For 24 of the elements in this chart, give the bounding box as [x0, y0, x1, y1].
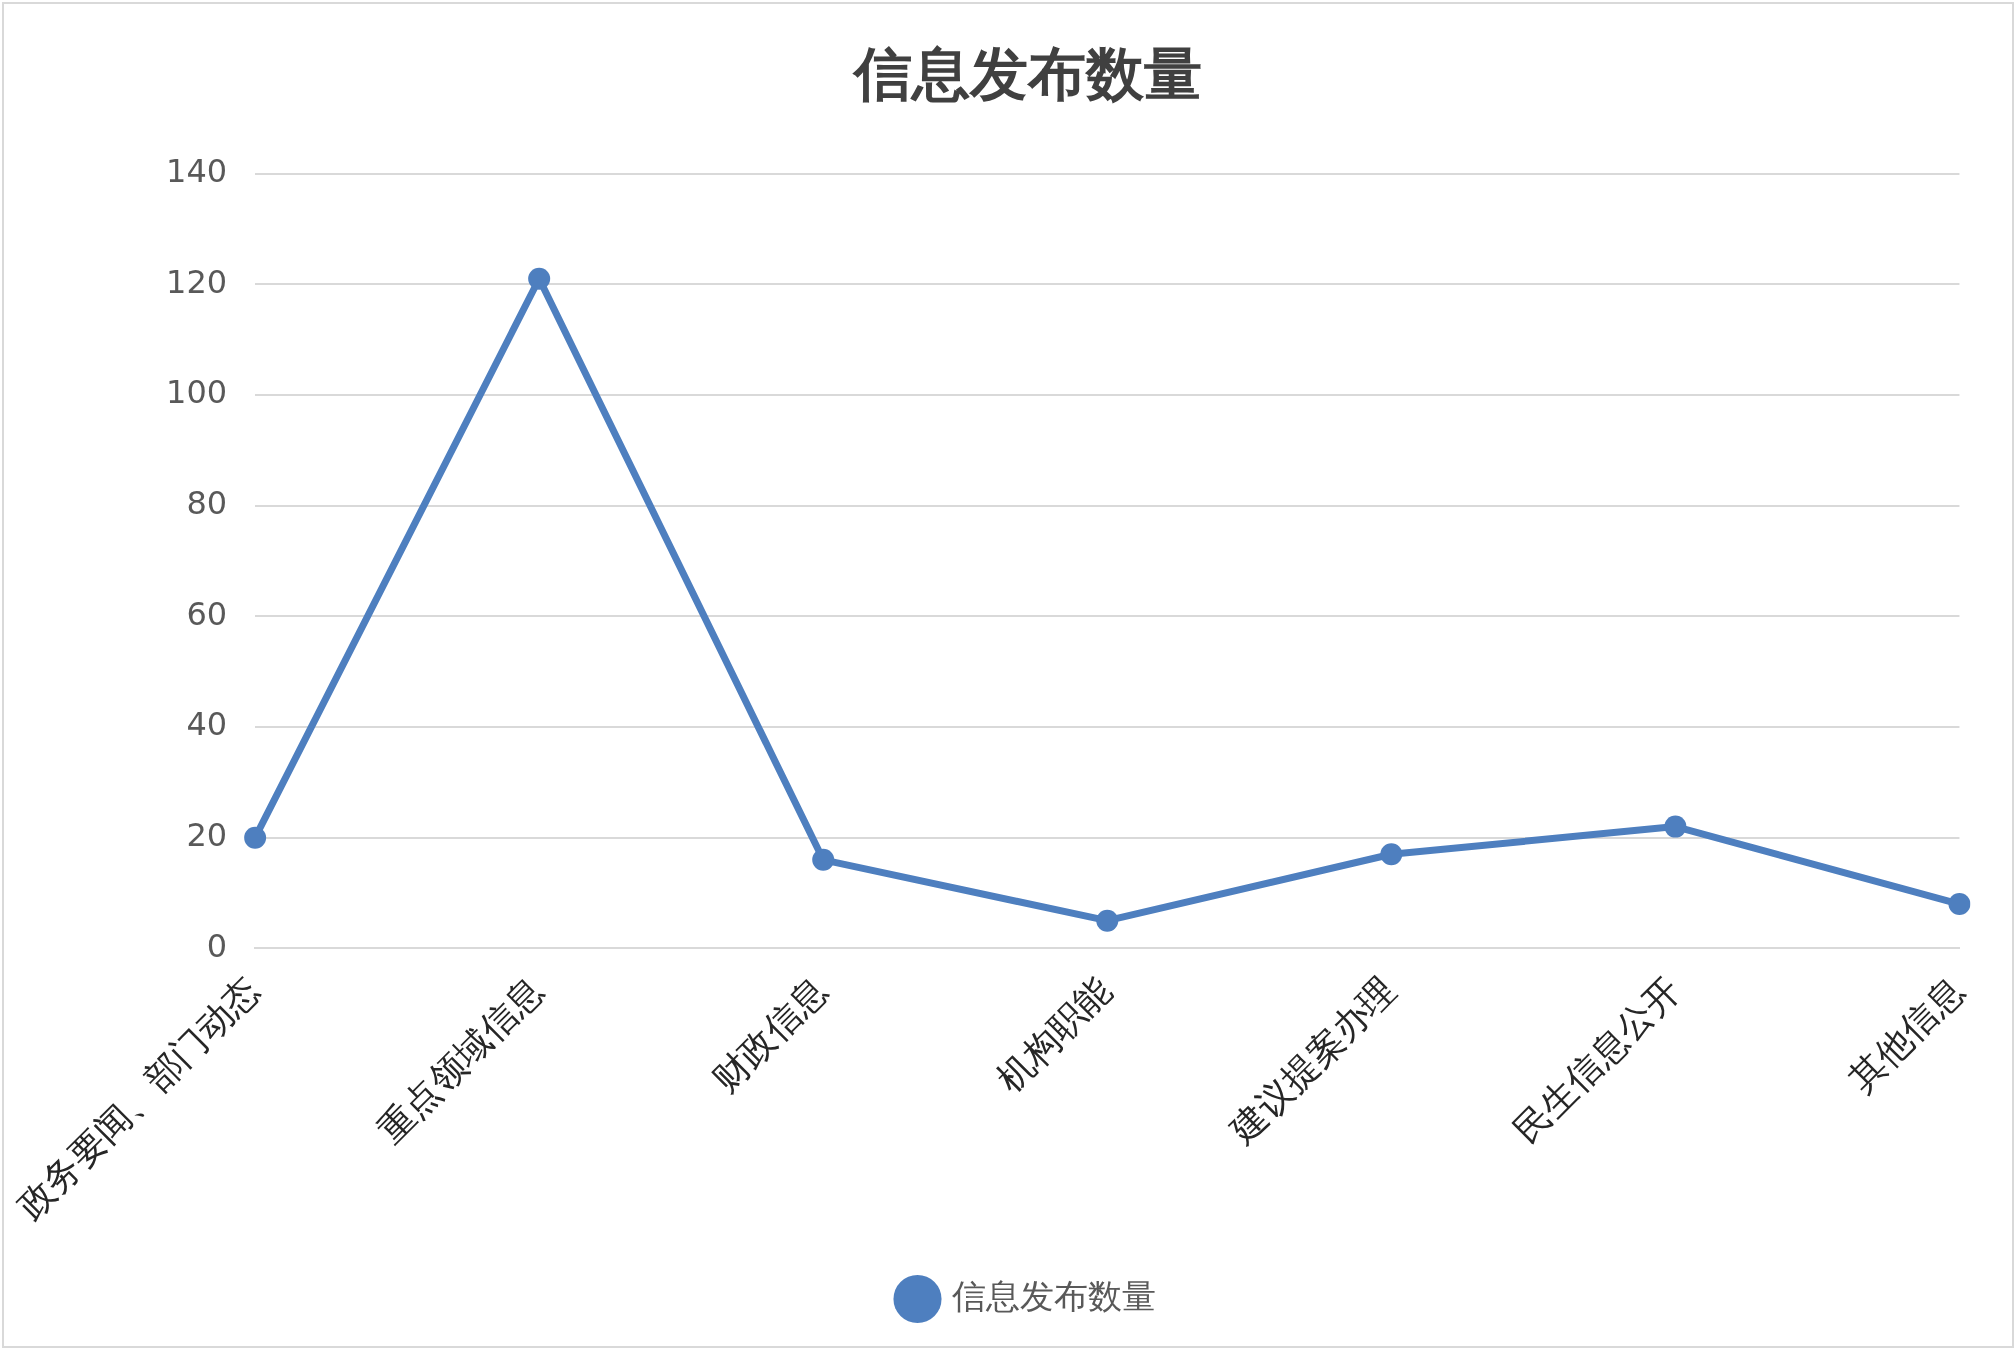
x-tick-label: 财政信息: [704, 968, 836, 1100]
point: [1664, 815, 1687, 838]
point: [528, 267, 551, 290]
x-tick-label: 民生信息公开: [1505, 968, 1688, 1151]
x-tick-label: 政务要闻、部门动态: [9, 968, 268, 1227]
x-tick-label: 建议提案办理: [1221, 968, 1404, 1152]
y-tick-label: 0: [206, 926, 228, 965]
point: [1096, 909, 1119, 932]
point: [1380, 843, 1403, 866]
y-tick-label: 20: [186, 815, 228, 854]
y-tick-label: 140: [166, 151, 228, 190]
y-tick-label: 80: [186, 483, 228, 522]
point: [244, 826, 267, 849]
x-tick-label: 重点领域信息: [369, 968, 552, 1151]
y-tick-label: 100: [166, 373, 228, 412]
x-tick-label: 其他信息: [1840, 968, 1972, 1100]
y-tick-label: 40: [186, 705, 228, 744]
chart-title: 信息发布数量: [852, 41, 1202, 107]
x-tick-label: 机构职能: [988, 968, 1120, 1100]
point: [1948, 893, 1971, 916]
point: [812, 848, 835, 871]
legend-label: 信息发布数量: [951, 1275, 1156, 1316]
y-tick-label: 60: [186, 594, 228, 633]
y-tick-label: 120: [166, 262, 228, 301]
